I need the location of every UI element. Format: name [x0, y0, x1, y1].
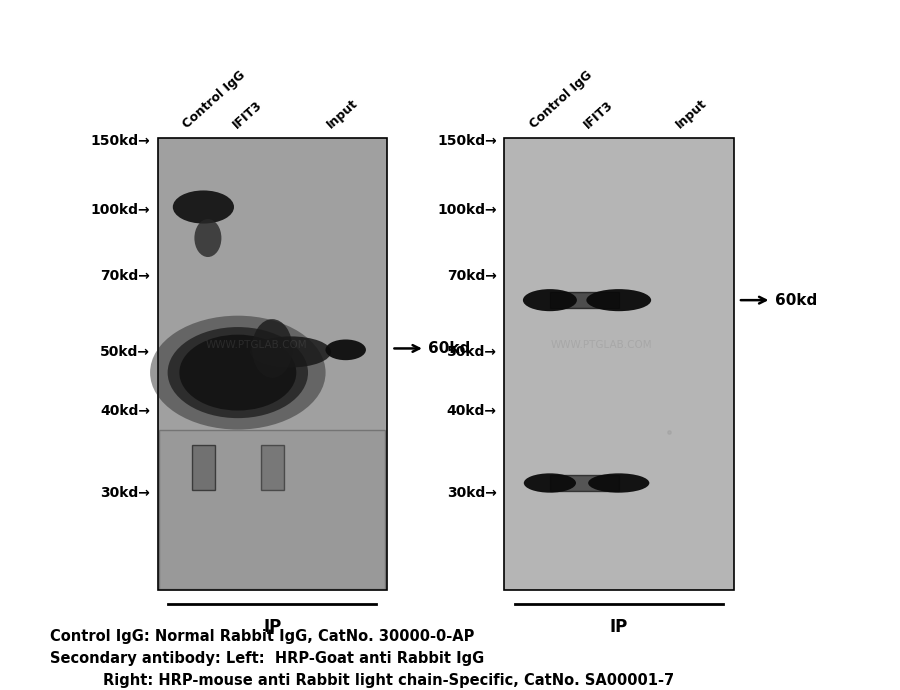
Text: Control IgG: Control IgG	[180, 68, 248, 131]
Text: 150kd→: 150kd→	[437, 135, 497, 148]
Ellipse shape	[252, 319, 292, 378]
Ellipse shape	[173, 190, 234, 224]
Text: IFIT3: IFIT3	[580, 98, 616, 131]
Text: IFIT3: IFIT3	[230, 98, 265, 131]
Text: Input: Input	[673, 97, 710, 131]
Text: Secondary antibody: Left:  HRP-Goat anti Rabbit IgG: Secondary antibody: Left: HRP-Goat anti …	[50, 651, 484, 667]
Text: 70kd→: 70kd→	[101, 269, 150, 283]
Ellipse shape	[250, 337, 331, 367]
Text: 50kd→: 50kd→	[100, 345, 150, 359]
Text: 60kd: 60kd	[775, 293, 817, 308]
FancyBboxPatch shape	[158, 138, 387, 590]
Text: Input: Input	[324, 97, 361, 131]
Text: 40kd→: 40kd→	[100, 404, 150, 417]
Text: 50kd→: 50kd→	[446, 345, 497, 359]
FancyBboxPatch shape	[159, 431, 385, 589]
Text: 100kd→: 100kd→	[437, 204, 497, 217]
Ellipse shape	[194, 219, 221, 257]
Ellipse shape	[524, 473, 576, 493]
Text: 150kd→: 150kd→	[91, 135, 150, 148]
Ellipse shape	[150, 315, 326, 429]
Text: 100kd→: 100kd→	[91, 204, 150, 217]
Ellipse shape	[589, 473, 650, 493]
FancyBboxPatch shape	[260, 445, 284, 490]
Text: Right: HRP-mouse anti Rabbit light chain-Specific, CatNo. SA00001-7: Right: HRP-mouse anti Rabbit light chain…	[104, 673, 675, 688]
Text: WWW.PTGLAB.COM: WWW.PTGLAB.COM	[551, 340, 652, 350]
FancyBboxPatch shape	[550, 292, 619, 308]
Text: 60kd: 60kd	[428, 341, 471, 356]
Text: 40kd→: 40kd→	[446, 404, 497, 417]
Text: 30kd→: 30kd→	[101, 486, 150, 500]
Text: 70kd→: 70kd→	[447, 269, 497, 283]
Text: WWW.PTGLAB.COM: WWW.PTGLAB.COM	[206, 340, 307, 350]
FancyBboxPatch shape	[192, 445, 215, 490]
FancyBboxPatch shape	[550, 475, 619, 491]
Ellipse shape	[167, 327, 308, 418]
Text: IP: IP	[609, 618, 628, 635]
Text: IP: IP	[263, 618, 282, 635]
FancyBboxPatch shape	[504, 138, 734, 590]
Ellipse shape	[179, 335, 296, 411]
Ellipse shape	[326, 339, 366, 360]
Text: 30kd→: 30kd→	[447, 486, 497, 500]
Text: Control IgG: Normal Rabbit IgG, CatNo. 30000-0-AP: Control IgG: Normal Rabbit IgG, CatNo. 3…	[50, 629, 474, 644]
Ellipse shape	[587, 289, 651, 311]
Ellipse shape	[523, 289, 577, 311]
Text: Control IgG: Control IgG	[526, 68, 594, 131]
